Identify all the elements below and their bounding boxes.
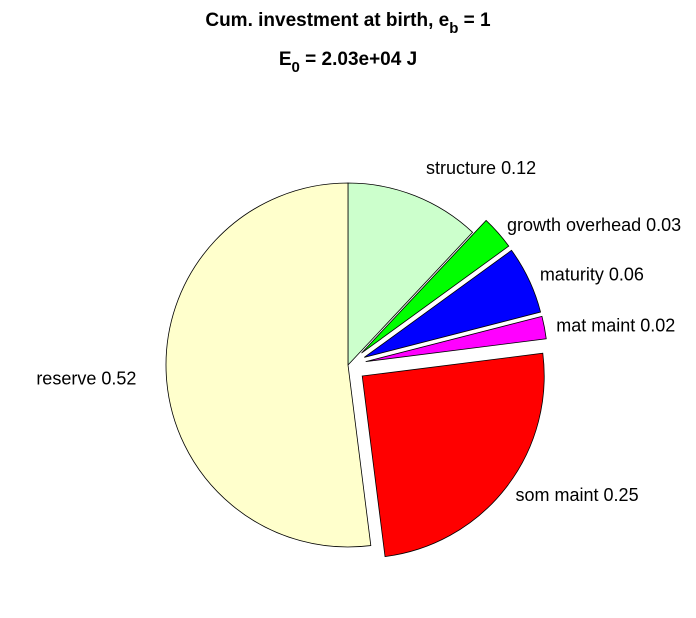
category-label: reserve [36,368,96,388]
value-label: 0.02 [640,315,675,335]
value-label: 0.06 [609,265,644,285]
value-label: 0.03 [646,215,681,235]
chart-subtitle: E0 = 2.03e+04 J [279,49,417,76]
value-label: 0.25 [604,485,639,505]
pie-slice [347,182,474,367]
subtitle-text: E [279,49,292,70]
value-label: 0.52 [101,368,136,388]
pie-slice [361,352,545,558]
slice-label: reserve 0.52 [36,368,136,388]
pie-slice [365,315,547,363]
slice-label: mat maint 0.02 [556,315,675,335]
slice-label: maturity 0.06 [540,265,644,285]
title-sub: b [449,20,458,37]
pie-slice [364,249,542,358]
category-label: som maint [516,485,599,505]
category-label: structure [426,158,496,178]
slice-label: som maint 0.25 [516,485,639,505]
category-label: growth overhead [507,215,641,235]
slice-label: structure 0.12 [426,158,536,178]
category-label: mat maint [556,315,635,335]
category-label: maturity [540,265,604,285]
value-label: 0.12 [501,158,536,178]
title-text: = 1 [458,10,491,31]
title-text: Cum. investment at birth, e [205,10,449,31]
subtitle-text: = 2.03e+04 J [300,49,417,70]
pie-slice [361,219,510,354]
pie-slice [165,182,372,548]
subtitle-sub: 0 [292,59,300,76]
chart-title: Cum. investment at birth, eb = 1 [205,10,491,37]
slice-label: growth overhead 0.03 [507,215,681,235]
